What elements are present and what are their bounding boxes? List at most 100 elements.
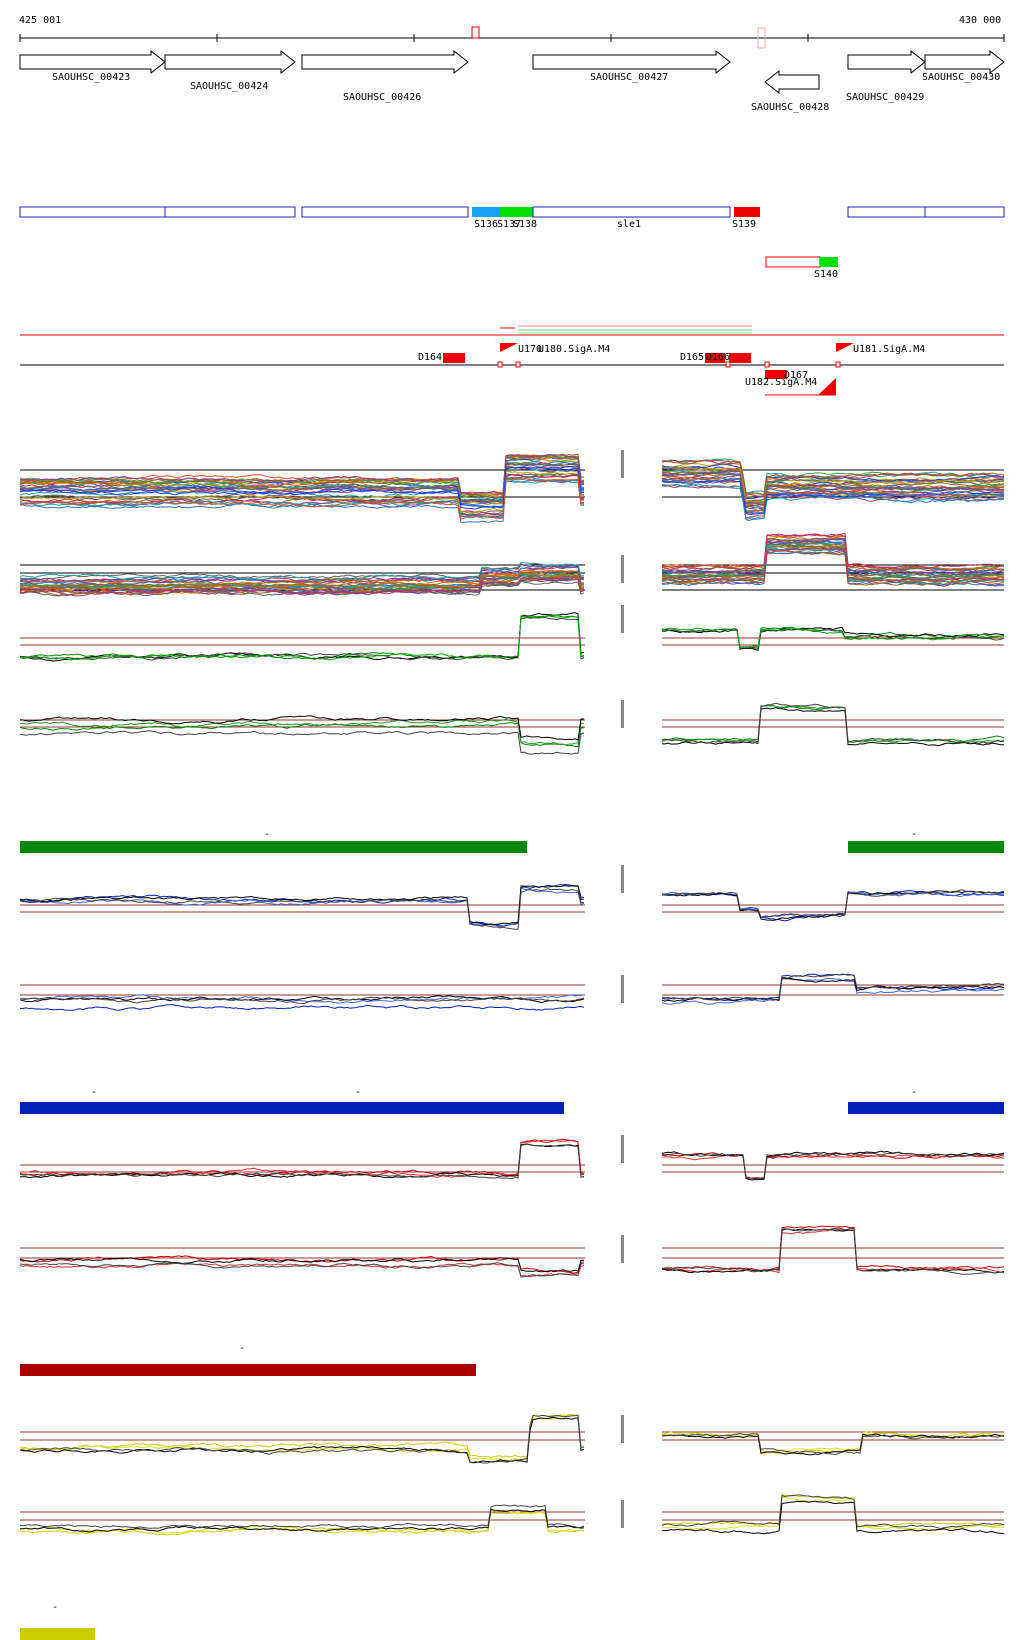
feature-label-u170[interactable]: U170 [518, 344, 543, 355]
track-1-series-25-right [661, 470, 1005, 507]
segment-outline-5 [924, 206, 1005, 218]
track-4-series-2-right [661, 704, 1005, 743]
track-9-series-3-right [661, 1433, 1005, 1456]
track-3-series-2-right [661, 626, 1005, 651]
gene-arrow-6 [847, 49, 926, 75]
track-10-series-2-right [661, 1496, 1005, 1531]
track-10-gap-marker [621, 1500, 624, 1528]
track-3-series-3-left [19, 616, 585, 661]
feature-label-d164[interactable]: D164 [418, 352, 443, 363]
track-1-series-22-left [20, 478, 585, 523]
condition-bar-2-1 [20, 1102, 564, 1114]
condition-bar-1-2 [848, 841, 1004, 853]
gene-label-00430[interactable]: SAOUHSC_00430 [922, 72, 1001, 83]
track-1-series-20-right [661, 463, 1005, 500]
condition-bar-2-2 [848, 1102, 1004, 1114]
feature-marker-1 [497, 361, 503, 368]
track-1-series-27-right [661, 466, 1005, 503]
track-2-series-18-right [661, 533, 1005, 571]
condition-bar-tick-blue-2: - [355, 1087, 362, 1098]
segment-label-s139[interactable]: S139 [732, 219, 757, 230]
track-2-series-5-right [661, 550, 1005, 587]
track-1-series-30-right [661, 479, 1005, 515]
condition-bars [20, 841, 1004, 1640]
gene-arrow-3 [301, 49, 469, 75]
condition-bar-tick-red: - [239, 1343, 246, 1354]
condition-bar-4-1 [20, 1628, 95, 1640]
track-2-series-21-left [19, 563, 585, 584]
condition-bar-tick-green-2: - [911, 829, 918, 840]
track-1-series-27-left [19, 470, 585, 514]
track-7-gap-marker [621, 1135, 624, 1163]
end-coordinate-label: 430 000 [959, 15, 1002, 26]
feature-d165 [705, 353, 725, 363]
segment-s137 [500, 207, 516, 217]
track-5-series-4-right [661, 889, 1005, 918]
gene-label-00428[interactable]: SAOUHSC_00428 [751, 102, 830, 113]
feature-u181-flag [836, 343, 854, 365]
track-2-series-23-left [19, 571, 585, 591]
track-1-series-24-right [661, 459, 1005, 496]
feature-label-d166[interactable]: D166 [706, 352, 731, 363]
track-7-series-2-right [661, 1153, 1005, 1180]
track-8-series-1-right [661, 1225, 1005, 1273]
gene-arrow-2 [164, 49, 296, 75]
segment-label-s136[interactable]: S136 [474, 219, 499, 230]
feature-label-u180[interactable]: U180.SigA.M4 [538, 344, 611, 355]
track-8-gap-marker [621, 1235, 624, 1263]
track-3-gap-marker [621, 605, 624, 633]
segment-s136 [472, 207, 500, 217]
gene-arrow-1 [19, 49, 166, 75]
feature-d167 [765, 370, 787, 379]
track-1-series-28-left [19, 462, 585, 503]
track-2-series-25-left [19, 570, 585, 589]
segment-outline-4 [847, 206, 926, 218]
condition-bar-tick-green: - [264, 829, 271, 840]
feature-label-u181[interactable]: U181.SigA.M4 [853, 344, 926, 355]
segment-label-sle1[interactable]: sle1 [617, 219, 642, 230]
segment-label-s137[interactable]: S137 [497, 219, 522, 230]
track-8-series-4-right [661, 1227, 1005, 1275]
feature-label-d165[interactable]: D165 [680, 352, 705, 363]
segment-label-s138[interactable]: S138 [513, 219, 538, 230]
gene-label-00429[interactable]: SAOUHSC_00429 [846, 92, 925, 103]
feature-label-u182[interactable]: U182.SigA.M4 [745, 377, 818, 388]
track-1-series-25-left [19, 454, 585, 495]
track-1-series-11-right [661, 485, 1005, 519]
feature-marker-3 [725, 361, 731, 368]
gene-label-00424[interactable]: SAOUHSC_00424 [190, 81, 269, 92]
gene-label-00427[interactable]: SAOUHSC_00427 [590, 72, 669, 83]
track-8-series-2-right [661, 1228, 1005, 1274]
condition-bar-1-1 [20, 841, 527, 853]
track-1-series-26-right [661, 483, 1005, 520]
track-5-series-3-right [661, 890, 1005, 921]
segment-outline-2 [164, 206, 296, 218]
condition-bar-tick-blue-3: - [911, 1087, 918, 1098]
segment-label-s140[interactable]: S140 [814, 269, 839, 280]
track-8-series-3-left [19, 1257, 585, 1273]
track-1-series-28-right [661, 472, 1005, 508]
feature-label-d167[interactable]: D167 [784, 370, 809, 381]
track-1-series-16-right [662, 458, 1005, 494]
expression-tracks [19, 450, 1005, 1536]
track-3-series-4-right [662, 627, 1005, 649]
track-7-series-3-left [20, 1143, 585, 1179]
track-1-series-9-left [19, 453, 585, 495]
gene-label-00423[interactable]: SAOUHSC_00423 [52, 72, 131, 83]
segment-outline-3 [301, 206, 469, 218]
track-1-series-24-left [19, 453, 585, 499]
track-4-series-1-left [19, 722, 585, 748]
coordinate-ruler [19, 26, 1005, 49]
track-1-series-30-left [19, 465, 585, 509]
track-2-series-21-right [661, 538, 1005, 575]
gene-label-00426[interactable]: SAOUHSC_00426 [343, 92, 422, 103]
track-7-series-3-right [661, 1150, 1005, 1181]
track-3-series-1-left [19, 615, 585, 660]
segment-s140 [820, 257, 838, 267]
track-2-series-26-right [661, 547, 1005, 582]
track-9-gap-marker [621, 1415, 624, 1443]
segment-outline-1 [19, 206, 166, 218]
track-6-series-2-right [661, 977, 1005, 1005]
track-5-series-2-left [19, 887, 585, 927]
